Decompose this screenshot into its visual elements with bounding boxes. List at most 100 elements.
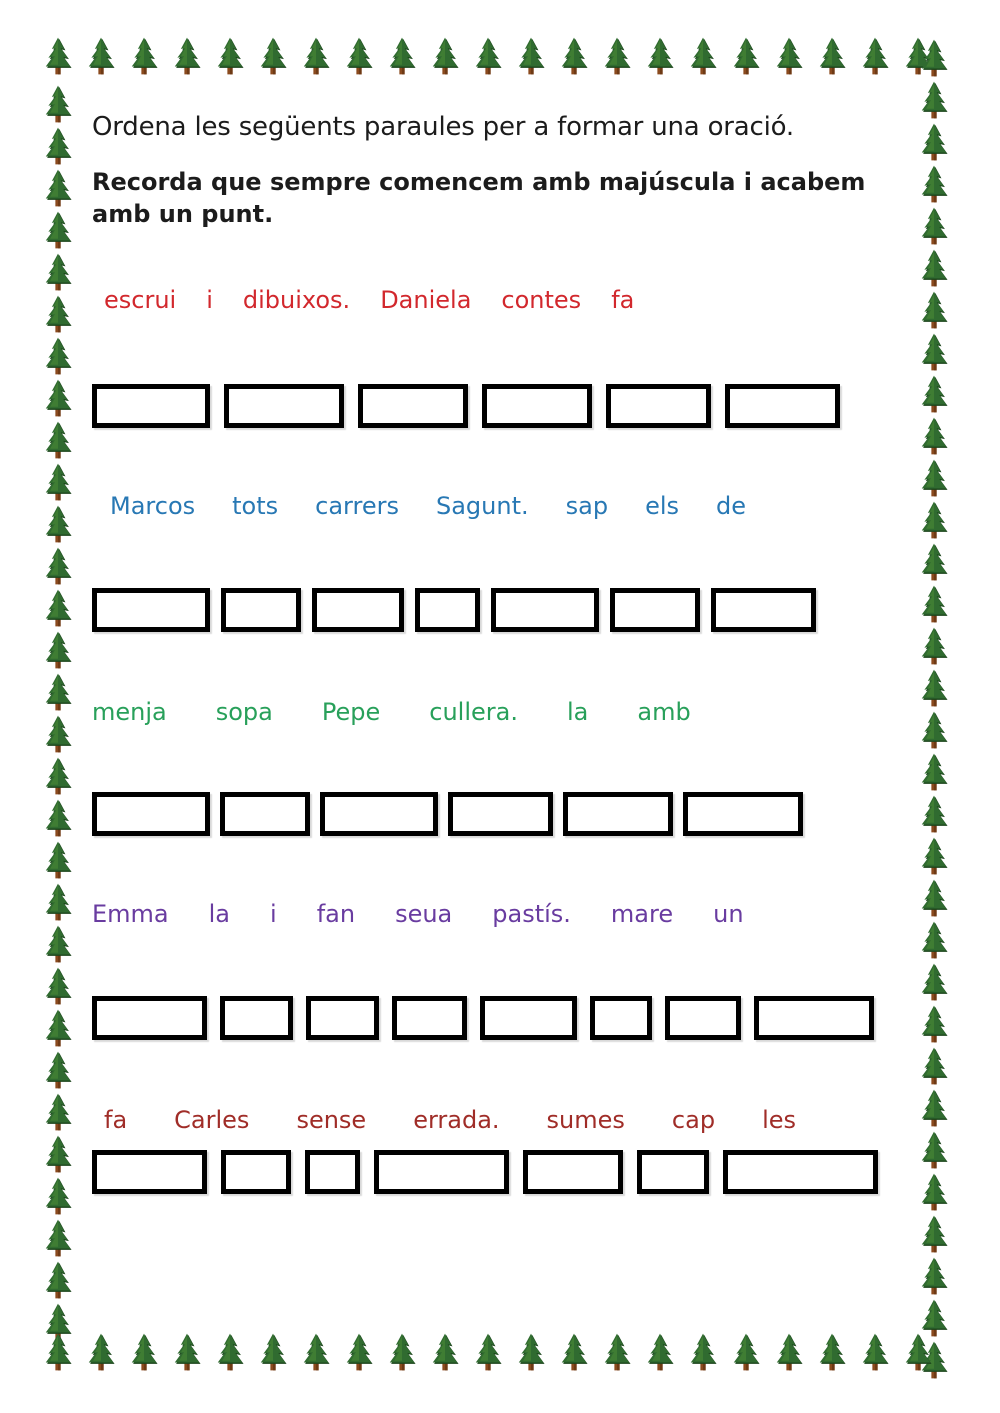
- pine-tree-icon: [921, 249, 948, 287]
- word-chip[interactable]: fan: [316, 900, 356, 928]
- pine-tree-icon: [45, 631, 72, 669]
- pine-tree-icon: [45, 211, 72, 249]
- word-chip[interactable]: carrers: [315, 492, 399, 520]
- pine-tree-icon: [45, 1009, 72, 1047]
- pine-tree-icon: [518, 37, 545, 75]
- answer-box[interactable]: [221, 1150, 291, 1194]
- pine-tree-icon: [776, 37, 803, 75]
- pine-tree-icon: [921, 39, 948, 77]
- answer-box[interactable]: [683, 792, 803, 836]
- pine-tree-icon: [45, 463, 72, 501]
- word-chip[interactable]: fa: [611, 286, 635, 314]
- pine-tree-icon: [921, 501, 948, 539]
- answer-box[interactable]: [92, 588, 210, 632]
- word-chip[interactable]: pastís.: [492, 900, 571, 928]
- word-bank-1: escrui i dibuixos. Daniela contes fa: [92, 286, 634, 314]
- answer-box[interactable]: [305, 1150, 360, 1194]
- pine-tree-icon: [921, 1131, 948, 1169]
- answer-box[interactable]: [374, 1150, 509, 1194]
- word-bank-2: Marcos tots carrers Sagunt. sap els de: [92, 492, 746, 520]
- answer-box[interactable]: [92, 792, 210, 836]
- word-chip[interactable]: Pepe: [321, 698, 381, 726]
- word-chip[interactable]: Sagunt.: [435, 492, 529, 520]
- answer-box[interactable]: [220, 792, 310, 836]
- answer-box[interactable]: [320, 792, 438, 836]
- pine-tree-icon: [921, 837, 948, 875]
- word-chip[interactable]: dibuixos.: [242, 286, 351, 314]
- word-chip[interactable]: escrui: [104, 286, 177, 314]
- pine-tree-icon: [303, 1333, 330, 1371]
- pine-tree-icon: [88, 37, 115, 75]
- word-chip[interactable]: Emma: [92, 900, 169, 928]
- word-chip[interactable]: sumes: [546, 1106, 625, 1134]
- answer-box[interactable]: [491, 588, 599, 632]
- pine-tree-icon: [921, 1047, 948, 1085]
- word-chip[interactable]: mare: [610, 900, 674, 928]
- pine-tree-icon: [45, 925, 72, 963]
- answer-box[interactable]: [392, 996, 467, 1040]
- word-chip[interactable]: Marcos: [110, 492, 196, 520]
- answer-box[interactable]: [523, 1150, 623, 1194]
- answer-box[interactable]: [754, 996, 874, 1040]
- answer-box[interactable]: [711, 588, 816, 632]
- word-chip[interactable]: tots: [232, 492, 279, 520]
- answer-box[interactable]: [480, 996, 577, 1040]
- answer-box[interactable]: [725, 384, 840, 428]
- word-chip[interactable]: un: [713, 900, 744, 928]
- answer-box[interactable]: [92, 1150, 207, 1194]
- word-chip[interactable]: amb: [637, 698, 691, 726]
- word-chip[interactable]: Carles: [174, 1106, 250, 1134]
- pine-tree-icon: [921, 1089, 948, 1127]
- word-chip[interactable]: i: [270, 900, 277, 928]
- pine-tree-icon: [921, 291, 948, 329]
- answer-box[interactable]: [606, 384, 711, 428]
- pine-tree-icon: [45, 421, 72, 459]
- answer-box[interactable]: [312, 588, 404, 632]
- word-chip[interactable]: seua: [395, 900, 453, 928]
- pine-tree-icon: [921, 1173, 948, 1211]
- answer-box[interactable]: [482, 384, 592, 428]
- pine-tree-icon: [45, 673, 72, 711]
- pine-tree-icon: [921, 711, 948, 749]
- answer-box[interactable]: [723, 1150, 878, 1194]
- word-chip[interactable]: menja: [92, 698, 167, 726]
- word-chip[interactable]: la: [566, 698, 589, 726]
- pine-tree-icon: [921, 963, 948, 1001]
- answer-box[interactable]: [448, 792, 553, 836]
- answer-box[interactable]: [358, 384, 468, 428]
- answer-box[interactable]: [415, 588, 480, 632]
- answer-box[interactable]: [221, 588, 301, 632]
- word-chip[interactable]: cap: [671, 1106, 716, 1134]
- pine-tree-icon: [45, 37, 72, 75]
- word-chip[interactable]: les: [762, 1106, 796, 1134]
- answer-box[interactable]: [610, 588, 700, 632]
- pine-tree-icon: [921, 795, 948, 833]
- word-chip[interactable]: contes: [501, 286, 582, 314]
- word-chip[interactable]: sopa: [215, 698, 273, 726]
- answer-box[interactable]: [224, 384, 344, 428]
- answer-box[interactable]: [563, 792, 673, 836]
- word-chip[interactable]: sense: [296, 1106, 367, 1134]
- word-chip[interactable]: Daniela: [380, 286, 472, 314]
- answer-box[interactable]: [590, 996, 652, 1040]
- word-chip[interactable]: sap: [565, 492, 609, 520]
- word-chip[interactable]: fa: [104, 1106, 128, 1134]
- word-chip[interactable]: els: [645, 492, 680, 520]
- word-bank-4: Emma la i fan seua pastís. mare un: [92, 900, 744, 928]
- pine-tree-icon: [921, 417, 948, 455]
- word-chip[interactable]: cullera.: [429, 698, 518, 726]
- word-chip[interactable]: la: [208, 900, 231, 928]
- pine-tree-icon: [561, 1333, 588, 1371]
- answer-box[interactable]: [92, 996, 207, 1040]
- answer-box[interactable]: [220, 996, 293, 1040]
- pine-tree-icon: [647, 1333, 674, 1371]
- pine-tree-icon: [174, 37, 201, 75]
- answer-box[interactable]: [92, 384, 210, 428]
- answer-box[interactable]: [306, 996, 379, 1040]
- word-chip[interactable]: de: [716, 492, 747, 520]
- answer-box[interactable]: [665, 996, 741, 1040]
- answer-box[interactable]: [637, 1150, 709, 1194]
- word-chip[interactable]: i: [206, 286, 213, 314]
- word-chip[interactable]: errada.: [413, 1106, 500, 1134]
